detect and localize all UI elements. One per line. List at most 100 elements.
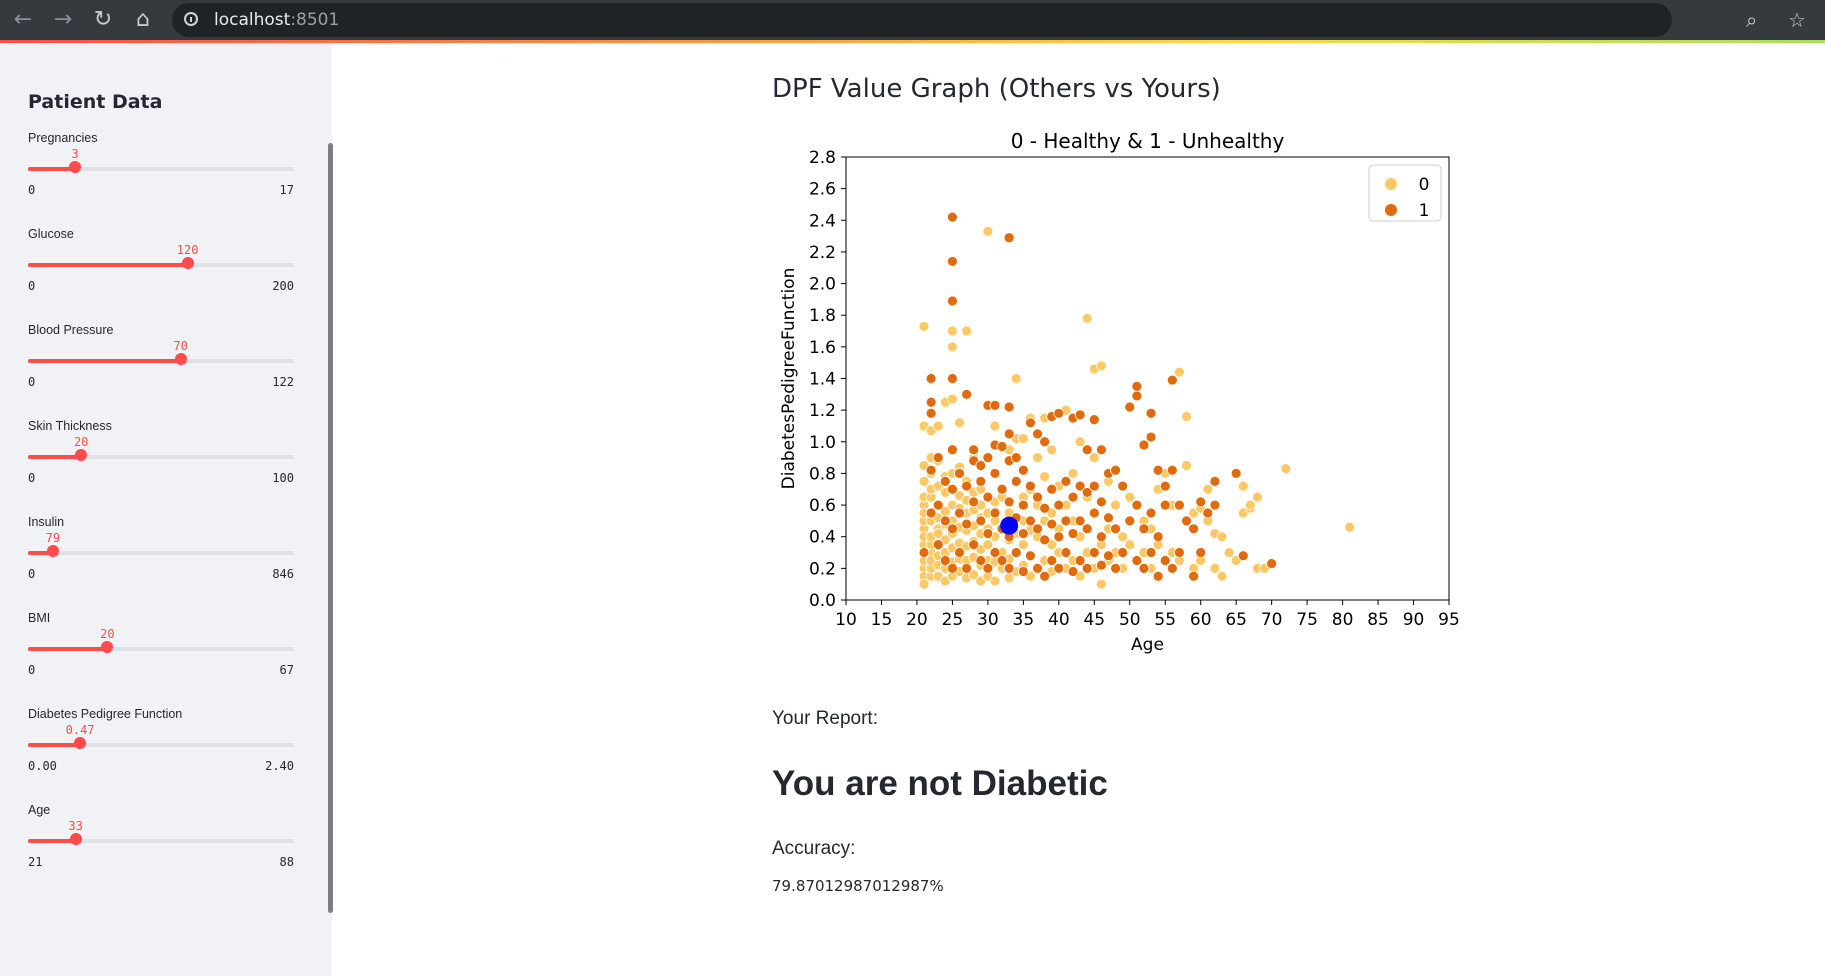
data-point-class-1 [1003, 428, 1015, 440]
slider-track[interactable] [28, 743, 294, 747]
slider-track[interactable] [28, 647, 294, 651]
data-point-class-1 [1003, 562, 1015, 574]
slider-value: 33 [68, 819, 83, 833]
slider-age[interactable]: Age 33 21 88 [28, 803, 294, 883]
accuracy-label: Accuracy: [772, 838, 856, 859]
data-point-class-1 [1025, 550, 1036, 562]
slider-track[interactable] [28, 359, 294, 363]
slider-track[interactable] [28, 551, 294, 555]
data-point-class-1 [1131, 555, 1143, 566]
data-point-class-1 [996, 441, 1008, 452]
slider-thumb[interactable] [101, 641, 114, 653]
slider-bmi[interactable]: BMI 20 0 67 [28, 611, 294, 691]
data-point-class-1 [1046, 483, 1058, 495]
slider-label: Blood Pressure [28, 323, 114, 337]
slider-fill [28, 455, 82, 459]
data-point-class-1 [954, 468, 965, 479]
slider-pregnancies[interactable]: Pregnancies 3 0 17 [28, 131, 294, 211]
site-info-icon[interactable] [184, 12, 198, 26]
data-point-class-1 [1209, 475, 1221, 487]
home-icon[interactable]: ⌂ [136, 7, 150, 32]
slider-value: 3 [71, 147, 79, 161]
data-point-class-1 [961, 480, 973, 492]
slider-thumb[interactable] [69, 833, 82, 845]
legend-marker [1385, 178, 1397, 190]
data-point-class-1 [1067, 566, 1079, 577]
data-point-class-1 [996, 483, 1008, 495]
address-bar[interactable]: localhost:8501 [172, 3, 1672, 37]
data-point-class-1 [1053, 562, 1065, 574]
slider-blood-pressure[interactable]: Blood Pressure 70 0 122 [28, 323, 294, 403]
data-point-class-0 [918, 578, 930, 590]
data-point-class-1 [1039, 570, 1051, 582]
legend-label: 0 [1419, 175, 1430, 195]
data-point-class-1 [947, 444, 958, 456]
data-point-class-0 [989, 575, 1001, 587]
sidebar-scrollbar[interactable] [328, 143, 333, 913]
data-point-class-1 [982, 528, 994, 539]
data-point-class-1 [954, 547, 965, 558]
y-tick-label: 1.4 [809, 370, 836, 390]
slider-thumb[interactable] [46, 545, 59, 557]
slider-thumb[interactable] [75, 449, 88, 461]
slider-label: BMI [28, 611, 51, 625]
reload-icon[interactable]: ↻ [93, 7, 113, 32]
data-point-class-0 [1174, 366, 1185, 378]
data-point-class-0 [1074, 436, 1086, 448]
slider-track[interactable] [28, 455, 294, 459]
sidebar-title: Patient Data [28, 91, 163, 113]
data-point-class-1 [1017, 566, 1029, 577]
data-point-class-0 [982, 539, 994, 551]
slider-fill [28, 167, 75, 171]
url-text[interactable]: localhost:8501 [214, 3, 339, 37]
data-point-class-1 [1039, 436, 1051, 448]
data-point-class-0 [1344, 521, 1356, 533]
y-tick-label: 0.6 [809, 496, 836, 516]
data-point-class-1 [1131, 499, 1143, 511]
data-point-class-1 [1081, 523, 1093, 535]
data-point-class-1 [968, 444, 980, 456]
zoom-icon[interactable]: ⌕ [1746, 8, 1758, 32]
slider-min: 0 [28, 183, 36, 197]
app-decoration-bar [0, 40, 1825, 43]
slider-fill [28, 551, 53, 555]
slider-glucose[interactable]: Glucose 120 0 200 [28, 227, 294, 307]
x-axis-label: Age [1131, 635, 1164, 655]
forward-arrow-icon[interactable]: → [53, 7, 73, 32]
data-point-class-1 [1202, 507, 1214, 519]
back-arrow-icon[interactable]: ← [13, 7, 33, 32]
slider-insulin[interactable]: Insulin 79 0 846 [28, 515, 294, 595]
slider-value: 79 [45, 531, 61, 545]
data-point-class-0 [1223, 547, 1235, 558]
data-point-class-1 [1188, 523, 1200, 535]
data-point-class-1 [1152, 464, 1164, 476]
y-tick-label: 1.2 [809, 401, 836, 421]
data-point-class-1 [1039, 502, 1051, 514]
slider-thumb[interactable] [68, 161, 81, 173]
data-point-class-1 [975, 515, 987, 527]
data-point-class-1 [1095, 496, 1107, 508]
data-point-class-1 [1237, 550, 1249, 562]
data-point-class-0 [961, 325, 973, 337]
slider-track[interactable] [28, 263, 294, 267]
slider-skin-thickness[interactable]: Skin Thickness 20 0 100 [28, 419, 294, 499]
data-point-class-0 [1081, 312, 1093, 324]
y-tick-label: 2.2 [809, 243, 836, 263]
data-point-class-1 [982, 452, 994, 464]
slider-diabetes-pedigree-function[interactable]: Diabetes Pedigree Function 0.47 0.00 2.40 [28, 707, 294, 787]
data-point-class-1 [1025, 480, 1036, 492]
slider-thumb[interactable] [174, 353, 187, 365]
slider-track[interactable] [28, 839, 294, 843]
data-point-class-1 [1003, 401, 1015, 413]
bookmark-star-icon[interactable]: ☆ [1788, 8, 1806, 32]
slider-thumb[interactable] [181, 257, 194, 269]
x-tick-label: 55 [1154, 610, 1176, 630]
slider-thumb[interactable] [74, 737, 87, 749]
data-point-class-1 [947, 523, 958, 535]
x-tick-label: 65 [1225, 610, 1247, 630]
data-point-class-1 [1046, 555, 1058, 566]
slider-track[interactable] [28, 167, 294, 171]
data-point-class-1 [1145, 507, 1157, 519]
data-point-class-1 [1060, 547, 1072, 558]
